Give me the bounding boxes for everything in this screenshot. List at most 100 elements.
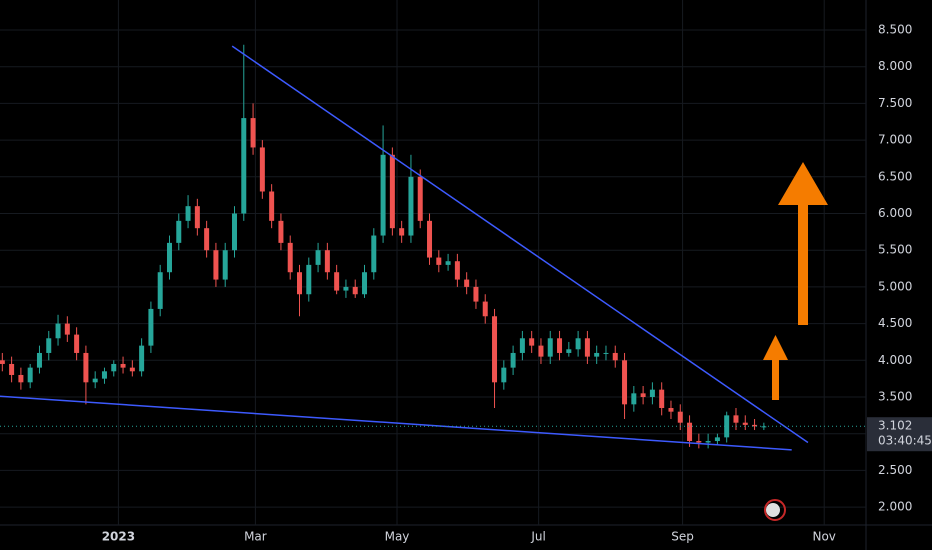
- candle-body: [194, 206, 200, 229]
- candle-body: [584, 338, 590, 357]
- x-tick-label: May: [385, 530, 410, 544]
- plot: 2.0002.5003.0003.5004.0004.5005.0005.500…: [0, 0, 912, 544]
- y-tick-label: 8.000: [878, 59, 912, 73]
- candle-body: [510, 352, 516, 368]
- candle-body: [687, 422, 693, 442]
- candle-body: [315, 250, 321, 265]
- candle-body: [640, 393, 646, 397]
- candle-body: [529, 338, 535, 346]
- candle-body: [547, 338, 553, 357]
- candle-body: [389, 154, 395, 229]
- candle-body: [0, 360, 5, 364]
- candle-body: [724, 415, 730, 438]
- candle-body: [668, 408, 674, 412]
- y-tick-label: 5.500: [878, 243, 912, 257]
- candle-body: [129, 367, 135, 372]
- candle-body: [482, 301, 488, 317]
- candle-body: [677, 411, 683, 423]
- candle-body: [176, 220, 182, 243]
- candle-body: [111, 363, 117, 372]
- x-tick-label: Nov: [812, 530, 835, 544]
- candle-body: [696, 441, 702, 443]
- candle-body: [231, 213, 237, 251]
- candle-body: [501, 367, 507, 383]
- candle-body: [417, 176, 423, 221]
- candle-body: [120, 363, 126, 368]
- candle-body: [46, 338, 52, 353]
- candle-body: [287, 242, 293, 273]
- candle-body: [269, 191, 275, 221]
- candle-body: [204, 228, 210, 251]
- y-tick-label: 4.500: [878, 316, 912, 330]
- candle-body: [352, 286, 358, 295]
- candle-body: [166, 242, 172, 273]
- candle-body: [603, 352, 609, 354]
- y-tick-label: 7.000: [878, 133, 912, 147]
- candle-body: [622, 360, 628, 405]
- candle-body: [454, 261, 460, 280]
- icon-ring: [764, 499, 786, 521]
- y-tick-label: 2.500: [878, 463, 912, 477]
- candle-body: [55, 323, 61, 339]
- candle-body: [278, 220, 284, 243]
- trendline: [0, 395, 792, 451]
- candle-body: [185, 206, 191, 221]
- x-tick-label: Jul: [530, 530, 545, 544]
- candle-body: [74, 334, 80, 353]
- candle-body: [761, 426, 767, 428]
- y-tick-label: 5.000: [878, 279, 912, 293]
- candle-body: [427, 220, 433, 258]
- candle-body: [324, 250, 330, 273]
- candle-body: [297, 272, 303, 295]
- candle-body: [752, 424, 758, 427]
- candle-body: [714, 437, 720, 442]
- y-tick-label: 6.000: [878, 206, 912, 220]
- candle-body: [250, 118, 256, 148]
- y-tick-label: 2.000: [878, 500, 912, 514]
- candle-body: [371, 235, 377, 273]
- x-tick-label: Sep: [671, 530, 694, 544]
- countdown-label: 03:40:45: [878, 434, 932, 448]
- candle-body: [64, 323, 70, 335]
- y-tick-label: 4.000: [878, 353, 912, 367]
- candle-body: [83, 352, 89, 383]
- candle-body: [464, 279, 470, 287]
- last-price-label: 3.102: [878, 419, 912, 433]
- candle-body: [259, 147, 265, 192]
- candle-body: [306, 264, 312, 295]
- candle-body: [148, 308, 154, 346]
- candle-body: [27, 367, 33, 383]
- x-tick-label: Mar: [244, 530, 267, 544]
- candle-body: [612, 352, 618, 361]
- candle-body: [139, 345, 145, 372]
- candle-body: [101, 371, 107, 379]
- candle-body: [538, 345, 544, 357]
- candle-body: [18, 374, 24, 383]
- y-tick-label: 3.500: [878, 389, 912, 403]
- candle-body: [659, 389, 665, 409]
- candle-body: [742, 422, 748, 425]
- icon-flag: [766, 503, 780, 517]
- candle-body: [92, 378, 98, 383]
- candle-body: [649, 389, 655, 397]
- candle-body: [557, 338, 563, 353]
- candle-body: [436, 257, 442, 265]
- candle-body: [380, 154, 386, 236]
- candle-body: [492, 316, 498, 383]
- candle-body: [362, 272, 368, 295]
- candle-body: [241, 118, 247, 214]
- candle-body: [157, 272, 163, 309]
- candle-body: [36, 352, 42, 368]
- candle-body: [473, 286, 479, 302]
- y-tick-label: 7.500: [878, 96, 912, 110]
- x-tick-label: 2023: [102, 530, 135, 544]
- y-tick-label: 8.500: [878, 23, 912, 37]
- candle-body: [594, 352, 600, 357]
- candle-body: [733, 415, 739, 423]
- big-arrow: [778, 162, 828, 325]
- candle-body: [9, 363, 15, 375]
- last-price-box: [867, 417, 932, 452]
